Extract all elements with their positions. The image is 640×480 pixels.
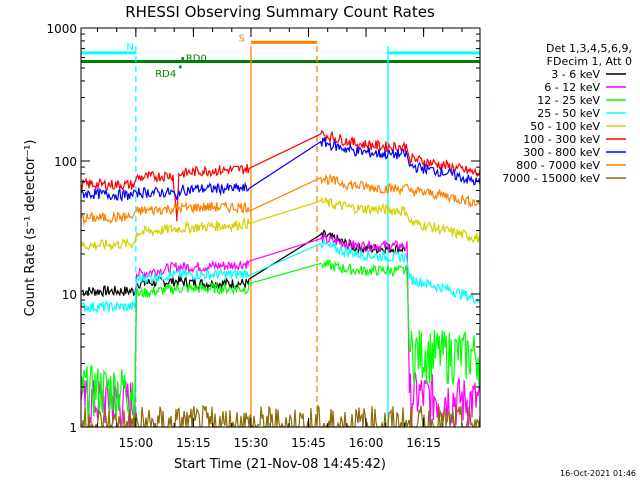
flag-label-5: RD0 — [186, 53, 207, 64]
series-line-2 — [80, 259, 481, 422]
flag-label-0: N — [126, 42, 133, 53]
x-tick-label-2: 15:30 — [234, 436, 269, 450]
x-tick-label-4: 16:00 — [349, 436, 384, 450]
legend-entry-0: 3 - 6 keV — [551, 68, 600, 81]
series-line-4 — [80, 195, 481, 252]
legend-entry-5: 100 - 300 keV — [523, 133, 600, 146]
axes: 1 10 100 1000 15:00 15:15 15:30 15:45 16:00 16:15 — [46, 22, 481, 450]
legend-entry-2: 12 - 25 keV — [537, 94, 600, 107]
legend-entry-1: 6 - 12 keV — [544, 81, 600, 94]
plot-frame — [80, 27, 481, 428]
legend-entry-8: 7000 - 15000 keV — [502, 172, 600, 185]
legend-entry-6: 300 - 800 keV — [523, 146, 600, 159]
series-line-1 — [80, 232, 481, 428]
y-tick-label-3: 1000 — [46, 22, 77, 36]
x-tick-label-5: 16:15 — [406, 436, 441, 450]
x-tick-label-0: 15:00 — [119, 436, 154, 450]
series-line-5 — [80, 129, 481, 222]
y-tick-label-0: 1 — [69, 421, 77, 435]
flag-label-2: S — [239, 33, 245, 44]
x-tick-label-1: 15:15 — [176, 436, 211, 450]
x-tick-label-3: 15:45 — [291, 436, 326, 450]
series-lines — [80, 129, 481, 429]
legend-header-1: FDecim 1, Att 0 — [547, 55, 632, 68]
chart-title: RHESSI Observing Summary Count Rates — [125, 3, 435, 21]
y-tick-label-2: 100 — [54, 155, 77, 169]
event-lines — [135, 46, 481, 427]
flag-bars: N S RD4 RD0 — [81, 33, 480, 80]
legend-entry-7: 800 - 7000 keV — [516, 159, 600, 172]
legend-header-0: Det 1,3,4,5,6,9, — [546, 42, 632, 55]
y-tick-label-1: 10 — [62, 288, 77, 302]
legend: Det 1,3,4,5,6,9,FDecim 1, Att 03 - 6 keV… — [502, 42, 632, 185]
series-line-3 — [80, 239, 481, 315]
legend-entry-3: 25 - 50 keV — [537, 107, 600, 120]
y-axis-label: Count Rate (s⁻¹ detector⁻¹) — [23, 140, 38, 317]
footer-timestamp: 16-Oct-2021 01:46 — [560, 469, 636, 478]
x-axis-label: Start Time (21-Nov-08 14:45:42) — [174, 457, 386, 472]
series-line-6 — [80, 137, 481, 202]
series-line-0 — [80, 229, 406, 298]
series-line-8 — [81, 404, 481, 429]
series-line-7 — [80, 173, 481, 226]
legend-entry-4: 50 - 100 keV — [530, 120, 600, 133]
flag-label-4: RD4 — [155, 69, 176, 80]
